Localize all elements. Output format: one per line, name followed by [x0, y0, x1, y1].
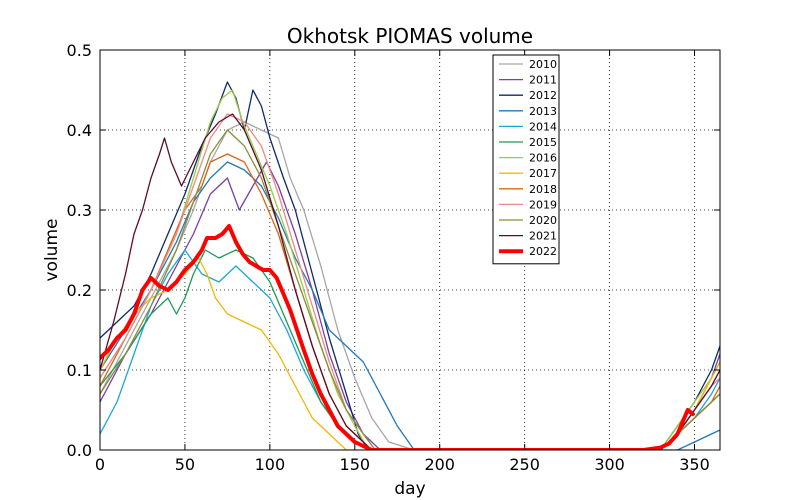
x-tick-label: 200: [424, 455, 455, 474]
y-tick-label: 0.1: [67, 361, 92, 380]
x-tick-label: 100: [255, 455, 286, 474]
series-line-2011: [100, 161, 720, 450]
legend-label-2011: 2011: [529, 74, 557, 87]
legend-label-2021: 2021: [529, 230, 557, 243]
x-tick-label: 300: [594, 455, 625, 474]
x-tick-label: 250: [509, 455, 540, 474]
legend-label-2013: 2013: [529, 105, 557, 118]
x-axis-title: day: [394, 479, 425, 499]
x-tick-label: 350: [679, 455, 710, 474]
series-line-2019: [100, 113, 720, 450]
legend-label-2019: 2019: [529, 198, 557, 211]
legend-label-2022: 2022: [529, 245, 557, 258]
x-tick-label: 0: [95, 455, 105, 474]
x-tick-label: 50: [175, 455, 195, 474]
series-line-2021: [100, 113, 720, 450]
plot-area: [100, 81, 720, 450]
legend-label-2017: 2017: [529, 167, 557, 180]
axis-ticks: 0 50 100 150 200 250 300 350 0.0 0.1 0.2 0.3 0.4 0.5: [67, 41, 720, 474]
legend-label-2015: 2015: [529, 136, 557, 149]
legend-label-2018: 2018: [529, 183, 557, 196]
series-line-2015: [100, 249, 720, 450]
y-tick-label: 0.4: [67, 121, 92, 140]
legend-label-2016: 2016: [529, 152, 557, 165]
y-tick-label: 0.0: [67, 441, 92, 460]
y-axis-title: volume: [42, 219, 62, 282]
series-line-2022: [100, 224, 695, 450]
series-line-2014: [100, 249, 720, 450]
legend-label-2020: 2020: [529, 214, 557, 227]
legend-box: [492, 54, 560, 265]
y-tick-label: 0.5: [67, 41, 92, 60]
series-line-2018: [100, 153, 720, 450]
plot-frame: [99, 49, 721, 451]
series-line-2017: [100, 257, 720, 450]
x-tick-label: 150: [340, 455, 371, 474]
legend-label-2012: 2012: [529, 89, 557, 102]
series-line-2016: [100, 89, 720, 450]
chart-title: Okhotsk PIOMAS volume: [287, 24, 533, 48]
legend-label-2010: 2010: [529, 58, 557, 71]
legend-label-2014: 2014: [529, 120, 557, 133]
legend: 2010 2011 2012 2013 2014 2015 2016 2017 2018 2019…: [492, 54, 560, 265]
y-tick-label: 0.2: [67, 281, 92, 300]
y-tick-label: 0.3: [67, 201, 92, 220]
series-line-2013: [100, 161, 720, 450]
series-line-2012: [100, 81, 720, 450]
grid-lines: [100, 50, 720, 450]
